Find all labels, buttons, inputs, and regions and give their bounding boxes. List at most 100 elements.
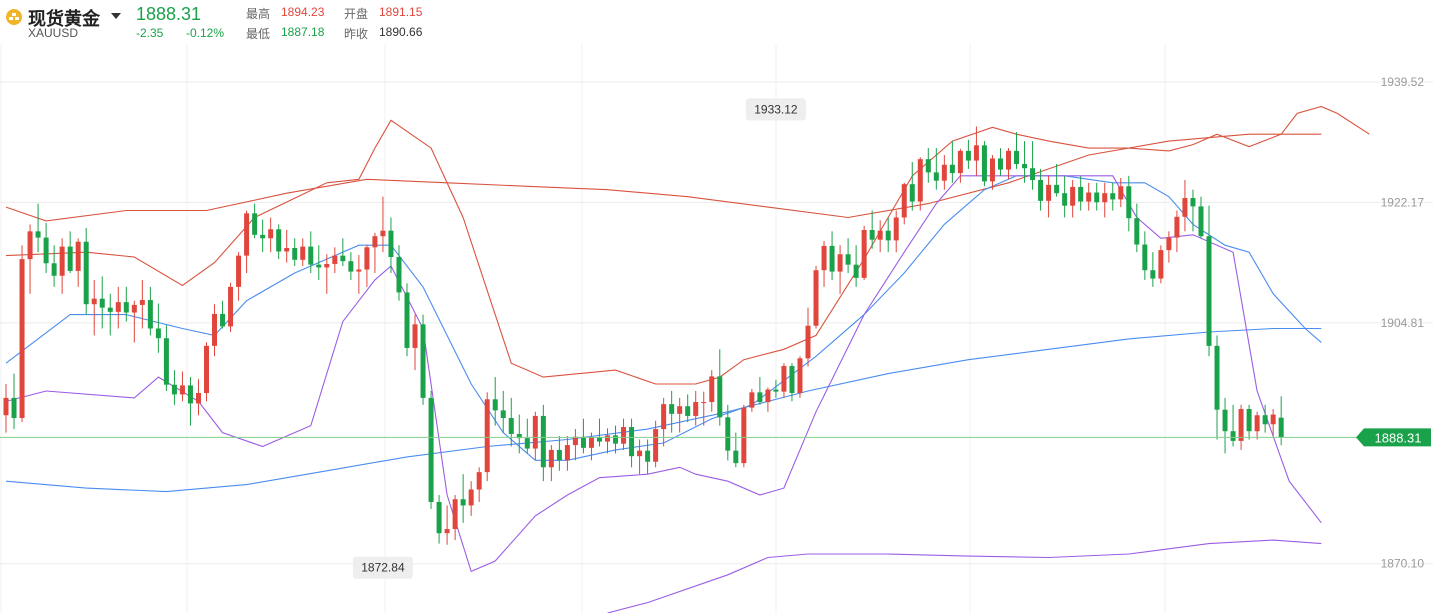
candle-body <box>588 437 594 448</box>
candle-body <box>75 241 81 271</box>
candle-body <box>853 264 859 278</box>
symbol-code: XAUUSD <box>28 26 79 40</box>
candle-body <box>532 415 538 449</box>
candle-body <box>1102 193 1108 203</box>
candle-body <box>404 292 410 348</box>
candle-body <box>1110 193 1116 200</box>
candle-body <box>364 247 370 270</box>
candle-body <box>989 158 995 182</box>
candle-body <box>1214 345 1220 410</box>
short-lower-band-line <box>5 175 1322 573</box>
candle-body <box>1078 186 1084 202</box>
candle-body <box>1054 184 1060 194</box>
candle-body <box>380 230 386 237</box>
candle-body <box>1038 180 1044 201</box>
candle-body <box>981 145 987 182</box>
candle-body <box>1190 198 1196 207</box>
candle-body <box>1262 415 1268 425</box>
candle-body <box>717 376 723 418</box>
candle-body <box>821 245 827 271</box>
candle-body <box>308 246 314 265</box>
candle-body <box>540 415 546 468</box>
y-tick-label: 1904.81 <box>1381 316 1425 330</box>
candle-body <box>556 449 562 461</box>
candle-body <box>179 385 185 395</box>
candle-body <box>741 407 747 464</box>
candle-body <box>436 501 442 534</box>
candle-body <box>228 286 234 327</box>
chevron-down-icon[interactable] <box>111 13 121 19</box>
candle-body <box>67 246 73 271</box>
y-tick-label: 1939.52 <box>1381 75 1425 89</box>
candle-body <box>781 365 787 392</box>
candle-body <box>877 230 883 240</box>
candlestick-chart[interactable]: 1939.52 1922.17 1904.81 1870.10 1888.31 1933.… <box>0 44 1433 613</box>
candle-body <box>1182 198 1188 217</box>
symbol-name[interactable]: 现货黄金 <box>28 9 100 29</box>
bollinger-bands <box>5 105 1370 613</box>
candle-body <box>212 313 218 346</box>
candle-body <box>204 345 209 394</box>
candle-body <box>356 269 362 272</box>
candle-body <box>123 302 129 313</box>
annotation-label: 1872.84 <box>361 561 405 575</box>
candle-body <box>476 472 482 490</box>
candle-body <box>709 376 715 403</box>
annotation-box <box>745 98 806 121</box>
candle-body <box>1030 168 1036 181</box>
last-price: 1888.31 <box>136 4 202 24</box>
candle-body <box>27 231 33 260</box>
candle-body <box>396 257 402 293</box>
candle-body <box>107 307 113 312</box>
candle-body <box>1166 237 1172 251</box>
candle-body <box>1062 193 1068 206</box>
candle-body <box>845 254 851 265</box>
candle-body <box>548 449 554 468</box>
candle-body <box>693 402 699 416</box>
candles <box>3 126 1284 545</box>
candle-body <box>324 263 330 268</box>
candle-body <box>51 263 57 276</box>
prev-close-label: 昨收 <box>344 27 369 41</box>
candle-body <box>1230 431 1236 441</box>
long-lower-band-line <box>607 539 1322 613</box>
candle-body <box>677 406 683 414</box>
long-upper-band-line <box>5 133 1322 222</box>
candle-body <box>1246 408 1252 432</box>
candle-body <box>444 529 450 534</box>
candle-body <box>484 399 490 473</box>
candle-body <box>829 245 835 272</box>
candle-body <box>637 450 643 457</box>
candle-body <box>733 450 739 464</box>
candle-body <box>1238 408 1244 441</box>
candle-body <box>1070 186 1076 206</box>
candle-body <box>965 150 971 161</box>
candle-body <box>171 384 177 395</box>
chart-grid <box>0 44 1433 613</box>
candle-body <box>901 184 907 218</box>
candle-body <box>1046 184 1052 201</box>
candle-body <box>596 437 602 442</box>
candle-body <box>1254 415 1260 432</box>
candle-body <box>1158 250 1164 279</box>
candle-body <box>524 438 530 449</box>
candle-body <box>564 445 570 461</box>
quote-header: 现货黄金 XAUUSD 1888.31 -2.35 -0.12% 最高 1894… <box>0 0 1433 44</box>
candle-body <box>917 159 923 202</box>
candle-body <box>613 435 619 444</box>
candle-body <box>773 389 779 392</box>
candle-body <box>428 397 434 502</box>
candle-body <box>701 402 707 404</box>
candle-body <box>348 261 354 272</box>
candle-body <box>1022 164 1028 169</box>
candle-body <box>412 324 418 348</box>
short-middle-band-line <box>5 175 1322 461</box>
candle-body <box>1086 192 1092 202</box>
candle-body <box>260 234 266 239</box>
candle-body <box>340 255 346 262</box>
candle-body <box>949 164 955 174</box>
low-label: 最低 <box>246 27 271 41</box>
candle-body <box>797 358 803 394</box>
candle-body <box>605 435 610 442</box>
short-upper-band-line <box>5 105 1370 385</box>
